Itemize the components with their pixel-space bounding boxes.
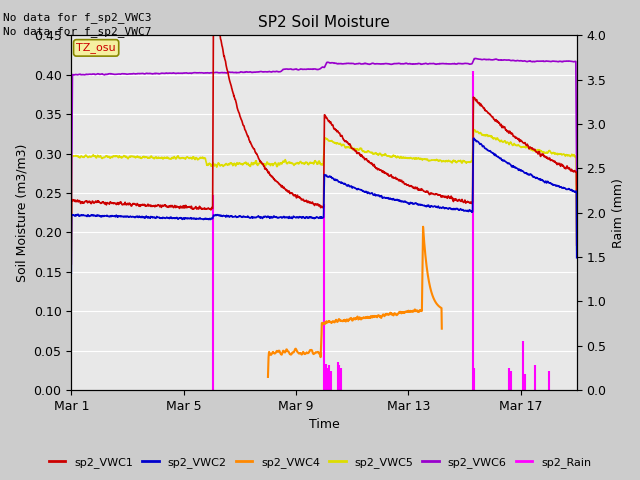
Text: TZ_osu: TZ_osu xyxy=(76,42,116,53)
X-axis label: Time: Time xyxy=(308,419,339,432)
Text: No data for f_sp2_VWC3: No data for f_sp2_VWC3 xyxy=(3,12,152,23)
Title: SP2 Soil Moisture: SP2 Soil Moisture xyxy=(258,15,390,30)
Text: No data for f_sp2_VWC7: No data for f_sp2_VWC7 xyxy=(3,26,152,37)
Y-axis label: Raim (mm): Raim (mm) xyxy=(612,178,625,248)
Y-axis label: Soil Moisture (m3/m3): Soil Moisture (m3/m3) xyxy=(15,144,28,282)
Legend: sp2_VWC1, sp2_VWC2, sp2_VWC4, sp2_VWC5, sp2_VWC6, sp2_Rain: sp2_VWC1, sp2_VWC2, sp2_VWC4, sp2_VWC5, … xyxy=(44,452,596,472)
